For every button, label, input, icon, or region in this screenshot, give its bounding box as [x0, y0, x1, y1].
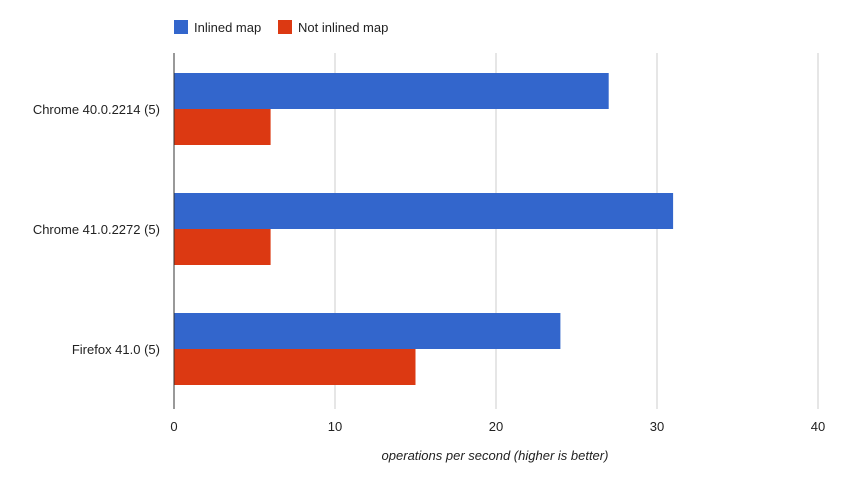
x-tick-label: 30: [650, 419, 664, 434]
legend-swatch: [174, 20, 188, 34]
x-tick-labels: 0 10 20 30 40: [170, 419, 825, 434]
x-tick-label: 20: [489, 419, 503, 434]
legend-label: Inlined map: [194, 20, 261, 35]
legend: Inlined map Not inlined map: [174, 20, 388, 35]
bar-not-inlined-2: [174, 349, 416, 385]
bar-not-inlined-0: [174, 109, 271, 145]
bar-inlined-1: [174, 193, 674, 229]
bar-inlined-0: [174, 73, 609, 109]
bars: [174, 73, 674, 385]
category-label: Firefox 41.0 (5): [72, 342, 160, 357]
bar-inlined-2: [174, 313, 561, 349]
x-tick-label: 40: [811, 419, 825, 434]
category-labels: Chrome 40.0.2214 (5) Chrome 41.0.2272 (5)…: [33, 102, 160, 357]
x-axis-title: operations per second (higher is better): [382, 448, 609, 463]
category-label: Chrome 40.0.2214 (5): [33, 102, 160, 117]
x-tick-label: 0: [170, 419, 177, 434]
category-label: Chrome 41.0.2272 (5): [33, 222, 160, 237]
x-tick-label: 10: [328, 419, 342, 434]
bar-not-inlined-1: [174, 229, 271, 265]
legend-swatch: [278, 20, 292, 34]
legend-label: Not inlined map: [298, 20, 388, 35]
